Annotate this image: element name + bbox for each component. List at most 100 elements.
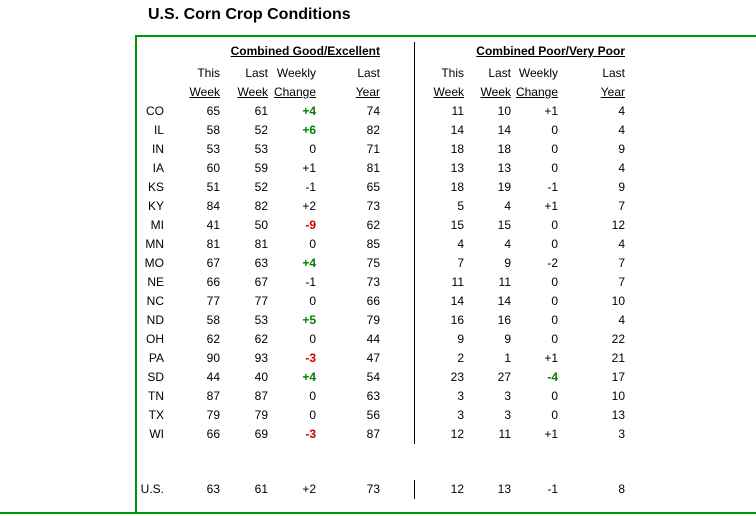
poor-this-week-value: 12 xyxy=(450,482,464,496)
poor-weekly-change-value: +1 xyxy=(544,104,558,118)
empty-cell xyxy=(137,444,167,480)
table-row: MN 81 81 0 85 4 4 0 4 xyxy=(137,235,628,254)
good-col-header-change: Change xyxy=(273,85,316,99)
poor-col-header-last-week: Week xyxy=(480,85,511,99)
table-row: CO 65 61 +4 74 11 10 +1 4 xyxy=(137,102,628,121)
good-last-year-value: 44 xyxy=(366,332,380,346)
section-divider xyxy=(383,42,415,64)
good-last-week-value: 81 xyxy=(254,237,268,251)
good-last-week-value: 61 xyxy=(254,482,268,496)
poor-weekly-change-value: +1 xyxy=(544,351,558,365)
section-divider xyxy=(383,64,415,83)
poor-last-week-value: 4 xyxy=(504,237,511,251)
poor-this-week-value: 16 xyxy=(450,313,464,327)
poor-last-year-value: 7 xyxy=(618,256,625,270)
section-divider xyxy=(383,178,415,197)
poor-last-year-value: 4 xyxy=(618,104,625,118)
good-weekly-change-value: -1 xyxy=(305,275,316,289)
table-header: Combined Good/Excellent Combined Poor/Ve… xyxy=(137,42,628,102)
good-this-week-value: 44 xyxy=(206,370,220,384)
poor-last-year-value: 22 xyxy=(611,332,625,346)
good-last-year-value: 63 xyxy=(366,389,380,403)
section-divider xyxy=(383,480,415,499)
poor-last-year-value: 4 xyxy=(618,161,625,175)
good-last-week-value: 69 xyxy=(254,427,268,441)
good-last-week-value: 40 xyxy=(254,370,268,384)
table-row: NE 66 67 -1 73 11 11 0 7 xyxy=(137,273,628,292)
poor-col-header-year: Year xyxy=(600,85,625,99)
poor-weekly-change-value: 0 xyxy=(551,161,558,175)
good-last-year-value: 85 xyxy=(366,237,380,251)
poor-last-week-value: 13 xyxy=(497,161,511,175)
poor-weekly-change-value: +1 xyxy=(544,427,558,441)
table-row: IL 58 52 +6 82 14 14 0 4 xyxy=(137,121,628,140)
good-weekly-change-value: -3 xyxy=(305,427,316,441)
poor-last-year-value: 3 xyxy=(618,427,625,441)
state-label: TN xyxy=(148,389,164,403)
spacer-row xyxy=(137,444,628,480)
poor-last-year-value: 9 xyxy=(618,180,625,194)
good-last-year-value: 82 xyxy=(366,123,380,137)
poor-weekly-change-value: 0 xyxy=(551,275,558,289)
poor-col-header-change: Change xyxy=(515,85,558,99)
poor-last-week-value: 14 xyxy=(497,123,511,137)
good-this-week-value: 90 xyxy=(206,351,220,365)
poor-this-week-value: 12 xyxy=(450,427,464,441)
good-last-year-value: 73 xyxy=(366,199,380,213)
state-label: IN xyxy=(152,142,164,156)
section-divider xyxy=(383,368,415,387)
poor-last-year-value: 8 xyxy=(618,482,625,496)
section-divider xyxy=(383,159,415,178)
poor-this-week-value: 5 xyxy=(457,199,464,213)
poor-this-week-value: 18 xyxy=(450,142,464,156)
good-weekly-change-value: +2 xyxy=(302,199,316,213)
column-header-row-1: This Last Weekly Last This Last Weekly L… xyxy=(137,64,628,83)
poor-col-header-weekly: Weekly xyxy=(518,66,558,80)
poor-last-week-value: 14 xyxy=(497,294,511,308)
poor-this-week-value: 15 xyxy=(450,218,464,232)
state-label: CO xyxy=(146,104,164,118)
state-label: U.S. xyxy=(140,482,164,496)
poor-last-year-value: 4 xyxy=(618,237,625,251)
us-total-row: U.S. 63 61 +2 73 12 13 -1 8 xyxy=(137,480,628,499)
good-last-week-value: 82 xyxy=(254,199,268,213)
poor-this-week-value: 11 xyxy=(451,104,464,118)
poor-last-year-value: 4 xyxy=(618,313,625,327)
poor-this-week-value: 2 xyxy=(457,351,464,365)
poor-weekly-change-value: 0 xyxy=(551,313,558,327)
section-divider xyxy=(383,406,415,425)
section-divider xyxy=(383,121,415,140)
good-last-week-value: 52 xyxy=(254,180,268,194)
good-last-year-value: 47 xyxy=(366,351,380,365)
state-label: WI xyxy=(149,427,164,441)
good-this-week-value: 67 xyxy=(206,256,220,270)
section-header-row: Combined Good/Excellent Combined Poor/Ve… xyxy=(137,42,628,64)
poor-this-week-value: 14 xyxy=(450,294,464,308)
good-col-header-this: This xyxy=(197,66,220,80)
conditions-table: Combined Good/Excellent Combined Poor/Ve… xyxy=(137,42,628,499)
good-last-year-value: 73 xyxy=(366,482,380,496)
poor-last-week-value: 9 xyxy=(504,256,511,270)
good-this-week-value: 66 xyxy=(206,275,220,289)
poor-last-year-value: 9 xyxy=(618,142,625,156)
section-divider xyxy=(383,330,415,349)
state-label: KS xyxy=(147,180,164,194)
table-row: MO 67 63 +4 75 7 9 -2 7 xyxy=(137,254,628,273)
poor-last-year-value: 4 xyxy=(618,123,625,137)
page-title: U.S. Corn Crop Conditions xyxy=(148,6,351,23)
good-col-header-this-week: Week xyxy=(189,85,220,99)
section-divider xyxy=(383,292,415,311)
poor-this-week-value: 11 xyxy=(451,275,464,289)
table-row: NC 77 77 0 66 14 14 0 10 xyxy=(137,292,628,311)
poor-this-week-value: 3 xyxy=(457,389,464,403)
good-this-week-value: 63 xyxy=(206,482,220,496)
poor-last-year-value: 13 xyxy=(611,408,625,422)
good-last-year-value: 73 xyxy=(366,275,380,289)
table-row: TX 79 79 0 56 3 3 0 13 xyxy=(137,406,628,425)
poor-last-week-value: 18 xyxy=(497,142,511,156)
good-weekly-change-value: +5 xyxy=(302,313,316,327)
good-last-week-value: 59 xyxy=(254,161,268,175)
poor-last-week-value: 9 xyxy=(504,332,511,346)
good-weekly-change-value: 0 xyxy=(309,294,316,308)
